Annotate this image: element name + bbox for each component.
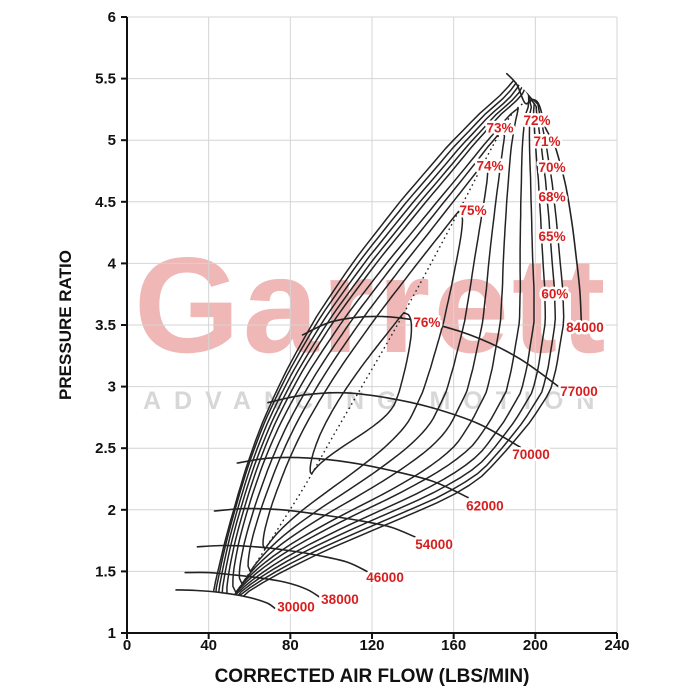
- efficiency-label-75%: 75%: [460, 203, 487, 218]
- efficiency-label-76%: 76%: [413, 315, 440, 330]
- efficiency-label-68%: 68%: [539, 189, 566, 204]
- y-tick-label-3: 3: [108, 379, 116, 396]
- map-labels: 76% 75% 74% 73% 72% 71% 70% 68% 65% 60% 30000 38000…: [275, 110, 606, 617]
- x-tick-label-200: 200: [523, 637, 548, 654]
- efficiency-label-71%: 71%: [533, 134, 560, 149]
- y-tick-label-5.5: 5.5: [95, 71, 116, 88]
- x-axis-title: CORRECTED AIR FLOW (LBS/MIN): [214, 666, 530, 687]
- advancing-motion-watermark: ADVANCING MOTION: [143, 387, 608, 415]
- x-tick-label-240: 240: [604, 637, 629, 654]
- efficiency-label-70%: 70%: [539, 160, 566, 175]
- speed-line-30000: [175, 589, 276, 610]
- y-tick-label-4.5: 4.5: [95, 194, 116, 211]
- speed-line-46000: [196, 544, 368, 573]
- peak-efficiency-ridge-line: [232, 102, 524, 597]
- speed-line-62000: [236, 456, 469, 499]
- efficiency-contour-73%: [238, 129, 506, 585]
- x-tick-label-160: 160: [441, 637, 466, 654]
- speed-line-70000: [267, 391, 521, 448]
- speed-label-84000: 84000: [566, 320, 604, 335]
- speed-label-54000: 54000: [415, 537, 453, 552]
- x-tick-label-80: 80: [282, 637, 299, 654]
- y-tick-label-2: 2: [108, 502, 116, 519]
- speed-label-70000: 70000: [512, 447, 550, 462]
- x-tick-label-120: 120: [359, 637, 384, 654]
- speed-label-62000: 62000: [466, 499, 504, 514]
- speed-line-38000: [184, 571, 321, 599]
- efficiency-contour-60%: [212, 73, 565, 609]
- y-tick-label-5: 5: [108, 132, 116, 149]
- x-tick-label-0: 0: [123, 637, 131, 654]
- y-tick-label-1: 1: [108, 625, 116, 642]
- efficiency-contour-65%: [214, 73, 557, 609]
- y-tick-label-4: 4: [108, 255, 117, 272]
- efficiency-label-73%: 73%: [486, 120, 513, 135]
- efficiency-label-72%: 72%: [523, 113, 550, 128]
- efficiency-islands: [212, 73, 565, 609]
- y-tick-label-3.5: 3.5: [95, 317, 116, 334]
- efficiency-contour-70%: [221, 73, 538, 609]
- axes: 1 1.5 2 2.5 3 3.5 4 4.5 5 5.5 6 0 40 80 120 160 200 240: [95, 9, 629, 654]
- grid-lines: [127, 16, 618, 633]
- speed-line-77000: [301, 315, 566, 393]
- x-tick-label-40: 40: [200, 637, 217, 654]
- efficiency-contour-71%: [226, 73, 536, 602]
- y-axis-title: PRESSURE RATIO: [56, 250, 75, 400]
- efficiency-label-65%: 65%: [539, 229, 566, 244]
- speed-lines: [175, 72, 583, 610]
- speed-label-77000: 77000: [560, 384, 598, 399]
- garrett-watermark: Garrett: [134, 229, 609, 381]
- speed-label-46000: 46000: [366, 570, 404, 585]
- y-tick-label-1.5: 1.5: [95, 563, 116, 580]
- y-tick-label-2.5: 2.5: [95, 440, 116, 457]
- speed-line-54000: [213, 507, 416, 538]
- y-tick-label-6: 6: [108, 9, 116, 26]
- speed-label-38000: 38000: [321, 592, 359, 607]
- efficiency-label-60%: 60%: [541, 287, 568, 302]
- efficiency-contour-68%: [218, 73, 547, 609]
- speed-label-30000: 30000: [277, 600, 315, 615]
- efficiency-label-74%: 74%: [476, 159, 503, 174]
- efficiency-contour-72%: [232, 107, 519, 594]
- speed-line-84000: [506, 72, 583, 323]
